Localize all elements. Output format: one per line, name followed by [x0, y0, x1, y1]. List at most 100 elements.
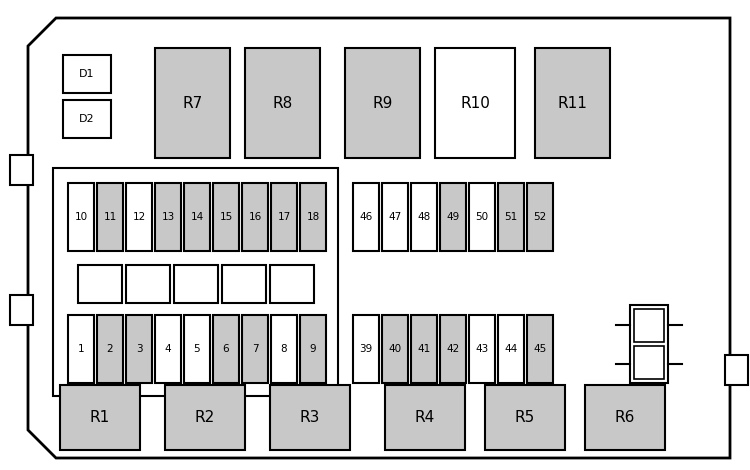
Bar: [155, 315, 181, 383]
Bar: [411, 315, 437, 383]
Bar: [385, 385, 465, 450]
Bar: [60, 385, 140, 450]
Bar: [527, 183, 553, 251]
Bar: [10, 155, 33, 185]
Text: 48: 48: [417, 212, 430, 222]
Bar: [300, 183, 326, 251]
Text: 13: 13: [161, 212, 175, 222]
Text: 11: 11: [104, 212, 117, 222]
Bar: [345, 48, 420, 158]
Text: 52: 52: [533, 212, 547, 222]
Text: 16: 16: [248, 212, 262, 222]
Bar: [469, 315, 495, 383]
Text: R2: R2: [195, 410, 215, 425]
Bar: [435, 48, 515, 158]
Bar: [78, 265, 122, 303]
Bar: [498, 315, 524, 383]
Bar: [535, 48, 610, 158]
Text: R3: R3: [300, 410, 320, 425]
Bar: [242, 315, 268, 383]
Bar: [174, 265, 218, 303]
Bar: [300, 315, 326, 383]
Text: 41: 41: [417, 344, 430, 354]
Bar: [585, 385, 665, 450]
Text: R10: R10: [460, 95, 490, 110]
Text: R5: R5: [514, 410, 535, 425]
Bar: [469, 183, 495, 251]
Text: R7: R7: [182, 95, 203, 110]
Bar: [63, 100, 111, 138]
Bar: [440, 315, 466, 383]
Bar: [527, 315, 553, 383]
Text: 49: 49: [446, 212, 460, 222]
Text: 18: 18: [306, 212, 320, 222]
Text: 9: 9: [310, 344, 316, 354]
Bar: [270, 265, 314, 303]
Bar: [271, 315, 297, 383]
Text: 47: 47: [388, 212, 402, 222]
Bar: [97, 315, 123, 383]
Text: 8: 8: [280, 344, 287, 354]
Text: R1: R1: [90, 410, 110, 425]
Text: R11: R11: [557, 95, 587, 110]
Bar: [184, 183, 210, 251]
Bar: [245, 48, 320, 158]
Text: 51: 51: [504, 212, 518, 222]
Bar: [97, 183, 123, 251]
Text: 50: 50: [476, 212, 488, 222]
Bar: [126, 265, 170, 303]
Bar: [53, 168, 338, 396]
Text: 7: 7: [252, 344, 258, 354]
Bar: [485, 385, 565, 450]
Text: D2: D2: [80, 114, 94, 124]
Bar: [126, 315, 152, 383]
Bar: [634, 309, 664, 342]
Text: 43: 43: [476, 344, 489, 354]
Bar: [498, 183, 524, 251]
Text: 2: 2: [106, 344, 113, 354]
Bar: [213, 183, 239, 251]
Text: 1: 1: [78, 344, 84, 354]
Text: 46: 46: [359, 212, 373, 222]
Bar: [68, 315, 94, 383]
Text: D1: D1: [80, 69, 94, 79]
Text: 3: 3: [136, 344, 142, 354]
Text: 40: 40: [388, 344, 401, 354]
Text: 17: 17: [278, 212, 291, 222]
Bar: [382, 315, 408, 383]
Text: 6: 6: [223, 344, 230, 354]
Bar: [411, 183, 437, 251]
Text: R6: R6: [615, 410, 635, 425]
Bar: [165, 385, 245, 450]
Bar: [222, 265, 266, 303]
Bar: [10, 295, 33, 325]
Bar: [184, 315, 210, 383]
Bar: [353, 183, 379, 251]
Text: 10: 10: [74, 212, 88, 222]
Bar: [725, 355, 748, 385]
Bar: [271, 183, 297, 251]
Bar: [382, 183, 408, 251]
Text: R4: R4: [415, 410, 435, 425]
Bar: [155, 183, 181, 251]
Text: 45: 45: [533, 344, 547, 354]
Bar: [353, 315, 379, 383]
Text: 15: 15: [219, 212, 232, 222]
Bar: [270, 385, 350, 450]
Text: R9: R9: [372, 95, 393, 110]
Text: 44: 44: [504, 344, 518, 354]
Text: 14: 14: [190, 212, 203, 222]
Bar: [440, 183, 466, 251]
Polygon shape: [28, 18, 730, 458]
Bar: [68, 183, 94, 251]
Text: 42: 42: [446, 344, 460, 354]
Bar: [630, 305, 668, 383]
Text: 12: 12: [132, 212, 146, 222]
Bar: [242, 183, 268, 251]
Text: 5: 5: [194, 344, 200, 354]
Text: R8: R8: [272, 95, 292, 110]
Text: 4: 4: [165, 344, 171, 354]
Text: 39: 39: [359, 344, 373, 354]
Bar: [213, 315, 239, 383]
Bar: [126, 183, 152, 251]
